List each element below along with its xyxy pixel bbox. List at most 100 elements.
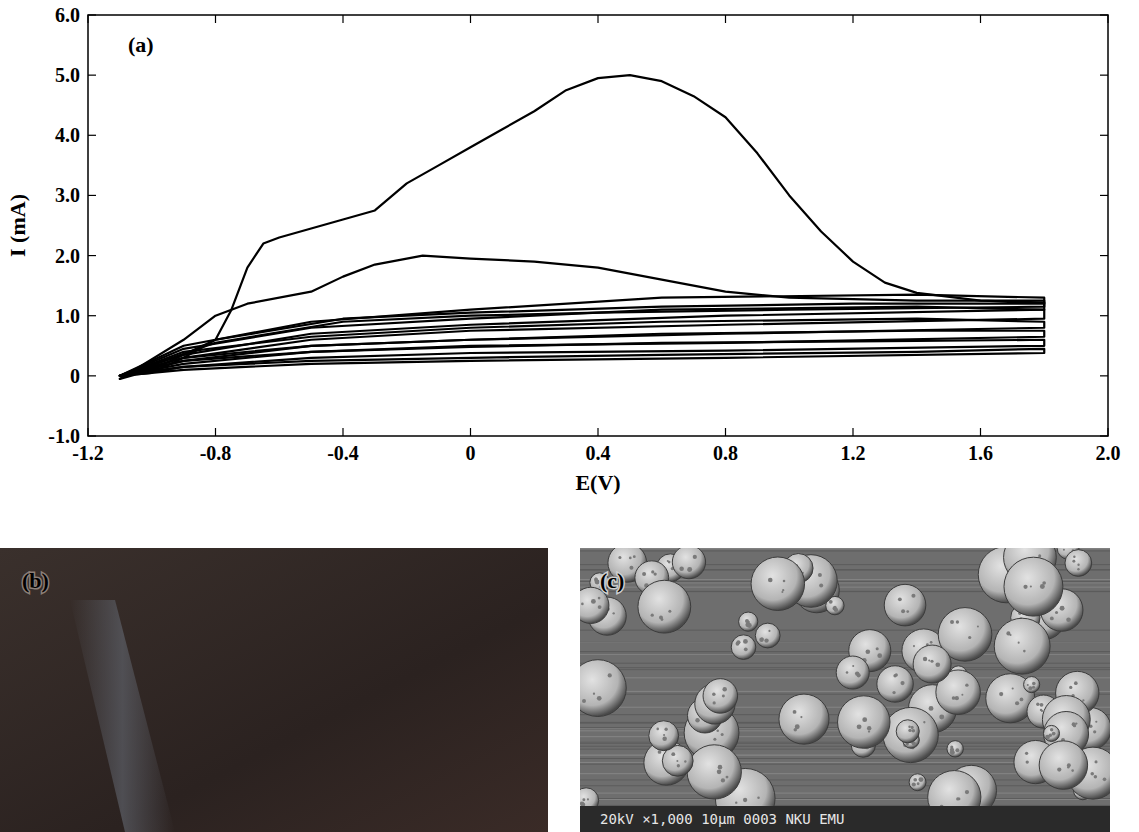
y-tick <box>88 135 96 136</box>
sem-pore <box>1074 681 1078 685</box>
cv-cycle <box>120 340 1044 376</box>
sem-pore <box>1040 709 1042 711</box>
y-tick-right <box>1100 315 1108 316</box>
cv-cycle <box>120 349 1044 376</box>
sem-particle <box>739 612 758 631</box>
sem-pore <box>1041 710 1043 712</box>
sem-pore <box>923 657 927 661</box>
sem-pore <box>1077 564 1079 566</box>
sem-pore <box>1006 631 1010 635</box>
sem-particle <box>909 774 926 791</box>
sem-pore <box>687 567 692 572</box>
sem-pore <box>930 660 933 663</box>
sem-particle <box>884 584 926 626</box>
x-tick <box>1107 428 1108 436</box>
sem-pore <box>582 699 586 703</box>
sem-pore <box>862 717 867 722</box>
y-tick <box>88 375 96 376</box>
y-tick-right <box>1100 255 1108 256</box>
x-tick <box>725 428 726 436</box>
sem-pore <box>684 760 686 762</box>
sem-pore <box>1032 682 1036 686</box>
sem-pore <box>956 797 959 800</box>
sem-pore <box>695 718 699 722</box>
sem-pore <box>1063 549 1065 551</box>
sem-pore <box>744 647 748 651</box>
cv-cycle <box>120 331 1044 376</box>
x-tick-label: 1.2 <box>841 442 866 464</box>
sem-pore <box>1052 732 1056 736</box>
sem-pore <box>664 728 667 731</box>
sem-pore <box>913 778 917 782</box>
sem-particle <box>883 707 938 762</box>
sem-ground <box>580 548 1110 832</box>
sem-pore <box>629 566 633 570</box>
sem-pore <box>906 610 909 613</box>
sem-pore <box>693 555 697 559</box>
sem-pore <box>1082 699 1084 701</box>
y-tick-right <box>1100 135 1108 136</box>
sem-pore <box>1023 650 1026 653</box>
y-tick <box>88 315 96 316</box>
sem-pore <box>668 561 671 564</box>
sem-pore <box>598 605 602 609</box>
x-tick-label: -0.8 <box>200 442 232 464</box>
sem-particle <box>1004 557 1063 616</box>
sem-image <box>580 548 1110 832</box>
sem-pore <box>671 752 675 756</box>
sem-pore <box>923 721 925 723</box>
sem-pore <box>761 637 764 640</box>
sem-scanline <box>580 798 1110 799</box>
sem-pore <box>1040 584 1045 589</box>
y-tick <box>88 255 96 256</box>
sem-scanline <box>580 799 1110 800</box>
sem-pore <box>876 647 879 650</box>
sem-pore <box>679 566 684 571</box>
sem-info-bar <box>580 806 1110 832</box>
sem-pore <box>965 790 969 794</box>
sem-pore <box>1026 760 1029 763</box>
sem-pore <box>929 706 934 711</box>
sem-pore <box>764 638 768 642</box>
sem-pore <box>782 589 784 591</box>
sem-pore <box>950 745 953 748</box>
sem-pore <box>745 619 749 623</box>
sem-particle <box>913 645 951 683</box>
sem-pore <box>1050 728 1053 731</box>
sem-particle <box>877 666 913 702</box>
sem-pore <box>1055 611 1058 614</box>
x-tick-top <box>1107 15 1108 23</box>
sem-pore <box>1069 686 1072 689</box>
x-tick-label: 2.0 <box>1096 442 1121 464</box>
sem-pore <box>1025 752 1028 755</box>
x-tick-label: 1.6 <box>968 442 993 464</box>
sem-pore <box>1093 730 1096 733</box>
sem-pore <box>1040 703 1044 707</box>
sem-scanline <box>580 805 1110 806</box>
sem-pore <box>1075 722 1077 724</box>
photo-streak <box>70 600 175 832</box>
sem-pore <box>651 614 654 617</box>
sem-particle <box>731 635 756 660</box>
x-tick-top <box>980 15 981 23</box>
sem-pore <box>939 715 944 720</box>
sem-particle <box>838 696 890 748</box>
x-tick-top <box>342 15 343 23</box>
sem-caption: 20kV ×1,000 10μm 0003 NKU EMU <box>600 811 844 827</box>
sem-particle <box>779 694 829 744</box>
x-tick-top <box>470 15 471 23</box>
sem-particle <box>672 548 705 579</box>
sem-pore <box>1036 702 1039 705</box>
sem-pore <box>598 597 601 600</box>
y-tick-label: 6.0 <box>55 4 80 26</box>
sem-particle <box>836 656 869 689</box>
sem-pore <box>818 573 822 577</box>
sem-pore <box>893 674 896 677</box>
sem-pore <box>908 729 911 732</box>
y-tick-label: -1.0 <box>48 425 80 447</box>
sem-pore <box>868 730 870 732</box>
sem-pore <box>911 729 915 733</box>
x-tick <box>87 428 88 436</box>
sem-particle <box>1024 677 1040 693</box>
sem-pore <box>633 555 636 558</box>
